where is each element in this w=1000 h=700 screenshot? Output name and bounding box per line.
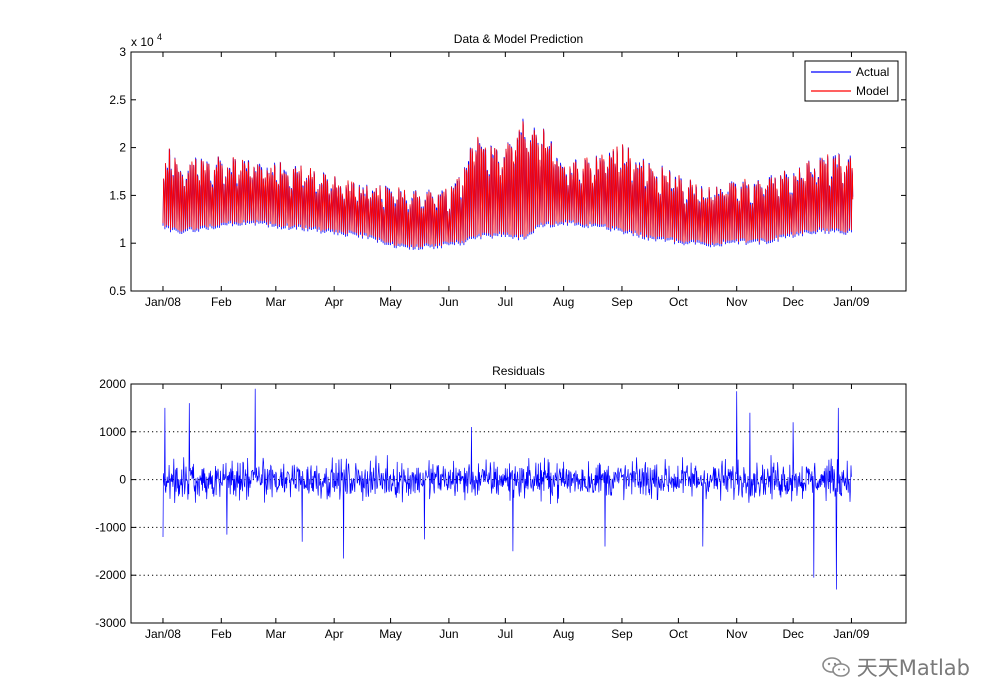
watermark-text: 天天Matlab [856, 656, 970, 680]
x-tick-label: Aug [553, 627, 574, 641]
y-tick-label: -3000 [95, 616, 126, 630]
y-tick-label: -1000 [95, 520, 126, 534]
watermark: 天天Matlab [821, 652, 970, 682]
legend-label-actual: Actual [856, 65, 889, 79]
x-tick-label: Jan/09 [833, 295, 869, 309]
x-tick-label: Nov [726, 295, 747, 309]
x-tick-label: Mar [266, 627, 287, 641]
x-tick-label: Jun [439, 627, 458, 641]
legend: Actual Model [804, 60, 899, 102]
x-tick-label: Apr [325, 627, 344, 641]
x-tick-label: Sep [611, 295, 633, 309]
axes-box [130, 51, 907, 292]
y-tick-label: 1 [119, 236, 126, 250]
x-tick-label: Apr [325, 295, 344, 309]
y-tick-label: 0.5 [109, 284, 126, 298]
x-tick-label: Oct [669, 295, 688, 309]
wechat-logo-icon [821, 657, 850, 677]
x-tick-label: May [379, 295, 402, 309]
x-tick-label: Dec [782, 295, 803, 309]
x-tick-label: Dec [782, 627, 803, 641]
x-tick-label: May [379, 627, 402, 641]
y-tick-label: 3 [119, 45, 126, 59]
y-tick-label: 2 [119, 141, 126, 155]
axes-box [130, 383, 907, 624]
y-tick-label: -2000 [95, 568, 126, 582]
x-tick-label: Sep [611, 627, 633, 641]
x-tick-label: Mar [266, 295, 287, 309]
x-tick-label: Jun [439, 295, 458, 309]
x-tick-label: Aug [553, 295, 574, 309]
y-tick-label: 2000 [99, 377, 126, 391]
series-model-line [162, 121, 854, 248]
x-tick-label: Feb [211, 295, 232, 309]
x-tick-label: Jan/09 [833, 627, 869, 641]
x-tick-label: Jul [498, 295, 513, 309]
y-tick-label: 1000 [99, 425, 126, 439]
x-tick-label: Jan/08 [145, 627, 181, 641]
axes-2: -3000 -2000 -1000 0 1000 2000 Jan/08 Feb Mar Apr M… [95, 364, 907, 641]
x-tick-label: Oct [669, 627, 688, 641]
x-tick-label: Feb [211, 627, 232, 641]
chart-title: Data & Model Prediction [454, 32, 583, 46]
y-tick-label: 2.5 [109, 93, 126, 107]
x-tick-label: Jul [498, 627, 513, 641]
y-exponent-power: 4 [157, 32, 162, 42]
y-tick-label: 1.5 [109, 188, 126, 202]
legend-label-model: Model [856, 84, 889, 98]
series-residuals-line [162, 388, 852, 590]
y-tick-label: 0 [119, 473, 126, 487]
legend-box [804, 60, 899, 102]
x-tick-label: Jan/08 [145, 295, 181, 309]
x-tick-label: Nov [726, 627, 747, 641]
axes-1: 0.5 1 1.5 2 2.5 3 Jan/08 Feb Mar Apr May Jun Jul Aug S… [109, 32, 907, 309]
y-exponent-label: x 10 [131, 35, 154, 49]
chart-title: Residuals [492, 364, 545, 378]
